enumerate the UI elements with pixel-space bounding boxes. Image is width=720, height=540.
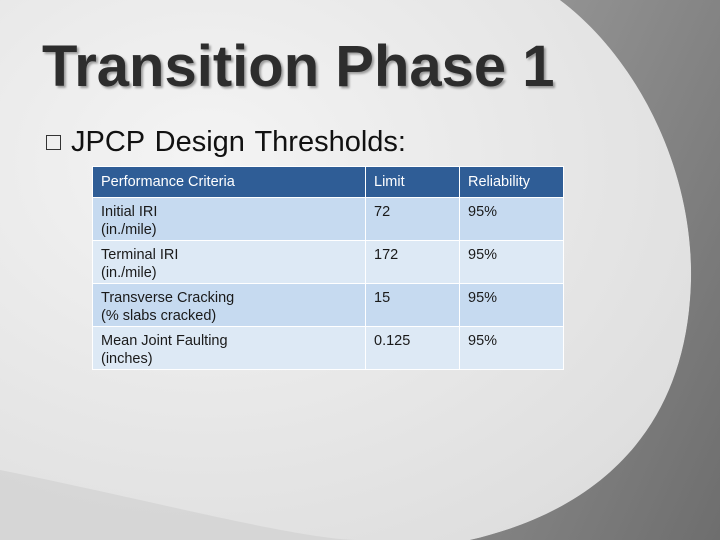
criteria-name: Mean Joint Faulting	[101, 333, 228, 349]
criteria-unit: (inches)	[101, 351, 153, 367]
reliability-cell: 95%	[459, 197, 564, 241]
table-row: Transverse Cracking (% slabs cracked) 15 …	[92, 283, 564, 327]
criteria-name: Initial IRI	[101, 204, 158, 220]
criteria-cell: Terminal IRI (in./mile)	[92, 240, 366, 284]
table-row: Terminal IRI (in./mile) 172 95%	[92, 240, 564, 284]
criteria-unit: (% slabs cracked)	[101, 308, 217, 324]
thresholds-table: Performance Criteria Limit Reliability I…	[92, 166, 564, 370]
slide-title: Transition Phase 1	[42, 34, 555, 99]
criteria-cell: Transverse Cracking (% slabs cracked)	[92, 283, 366, 327]
reliability-cell: 95%	[459, 240, 564, 284]
reliability-cell: 95%	[459, 326, 564, 370]
limit-cell: 15	[365, 283, 460, 327]
limit-cell: 72	[365, 197, 460, 241]
reliability-cell: 95%	[459, 283, 564, 327]
table-row: Mean Joint Faulting (inches) 0.125 95%	[92, 326, 564, 370]
header-reliability: Reliability	[459, 166, 564, 198]
bullet-text: JPCP Design Thresholds:	[71, 125, 406, 158]
limit-cell: 0.125	[365, 326, 460, 370]
criteria-unit: (in./mile)	[101, 222, 157, 238]
header-limit: Limit	[365, 166, 460, 198]
table-header-row: Performance Criteria Limit Reliability	[92, 166, 564, 198]
bullet-box-icon	[46, 134, 61, 150]
bullet-item: JPCP Design Thresholds:	[46, 124, 406, 160]
criteria-unit: (in./mile)	[101, 265, 157, 281]
table-row: Initial IRI (in./mile) 72 95%	[92, 197, 564, 241]
header-performance-criteria: Performance Criteria	[92, 166, 366, 198]
criteria-name: Terminal IRI	[101, 247, 179, 263]
criteria-name: Transverse Cracking	[101, 290, 235, 306]
limit-cell: 172	[365, 240, 460, 284]
criteria-cell: Mean Joint Faulting (inches)	[92, 326, 366, 370]
criteria-cell: Initial IRI (in./mile)	[92, 197, 366, 241]
